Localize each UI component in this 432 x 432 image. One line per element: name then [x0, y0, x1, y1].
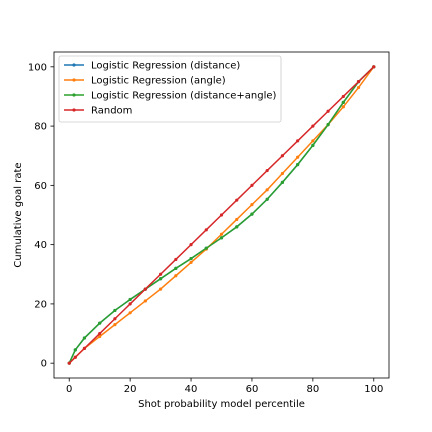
legend-label: Logistic Regression (distance+angle): [91, 91, 276, 102]
legend-marker: [72, 63, 76, 67]
data-point: [82, 346, 87, 350]
x-tick-label: 60: [246, 384, 259, 395]
data-point: [158, 287, 163, 291]
data-point: [296, 139, 300, 143]
legend-item: Random: [64, 106, 132, 117]
data-point: [67, 361, 71, 365]
y-tick-label: 0: [41, 359, 47, 370]
data-point: [189, 260, 193, 265]
data-point: [189, 243, 193, 247]
legend-item: Logistic Regression (distance+angle): [64, 91, 276, 102]
data-point: [250, 183, 254, 187]
data-point: [341, 105, 345, 109]
y-tick-label: 20: [34, 299, 47, 310]
legend-item: Logistic Regression (angle): [64, 76, 226, 87]
plot-area: [67, 65, 376, 365]
data-point: [128, 302, 132, 306]
data-point: [341, 94, 345, 99]
series-line: [68, 66, 375, 364]
data-point: [280, 171, 285, 176]
data-point: [311, 124, 315, 128]
y-tick-label: 100: [28, 62, 47, 73]
data-point: [265, 168, 269, 173]
legend-marker: [72, 93, 76, 97]
data-point: [341, 100, 345, 104]
data-point: [98, 331, 102, 336]
data-point: [98, 321, 102, 325]
series-3: [67, 65, 376, 365]
data-point: [372, 65, 376, 69]
data-point: [219, 236, 224, 240]
series-line: [68, 66, 375, 364]
series-2: [67, 65, 376, 365]
x-tick-label: 0: [66, 384, 72, 395]
legend: Logistic Regression (distance) Logistic R…: [58, 55, 282, 123]
data-point: [326, 123, 330, 127]
x-tick-label: 80: [306, 384, 319, 395]
data-point: [73, 348, 77, 352]
data-point: [158, 277, 163, 281]
series-line: [68, 66, 375, 364]
data-point: [174, 266, 178, 270]
data-point: [311, 139, 315, 143]
legend-marker: [72, 78, 76, 82]
legend-label: Random: [91, 106, 132, 117]
data-point: [265, 188, 269, 192]
data-point: [296, 163, 300, 167]
data-point: [158, 272, 163, 276]
data-point: [113, 323, 117, 327]
data-point: [98, 334, 102, 339]
y-axis: 0 20 40 60 80 100: [28, 62, 54, 370]
legend-label: Logistic Regression (angle): [91, 76, 226, 87]
y-tick-label: 80: [34, 122, 47, 133]
y-axis-label: Cumulative goal rate: [13, 162, 24, 267]
data-point: [113, 308, 117, 313]
data-point: [356, 80, 361, 84]
x-tick-label: 40: [185, 384, 198, 395]
data-point: [311, 143, 315, 147]
data-point: [204, 228, 208, 232]
data-point: [280, 180, 285, 184]
data-point: [174, 274, 178, 278]
data-point: [143, 287, 147, 291]
data-point: [326, 109, 330, 113]
data-point: [235, 225, 239, 229]
axes-frame: [53, 51, 390, 379]
data-point: [280, 154, 285, 158]
data-point: [204, 246, 208, 250]
x-axis: 0 20 40 60 80 100: [66, 378, 383, 395]
data-point: [219, 213, 224, 217]
data-point: [250, 212, 254, 216]
data-point: [73, 355, 77, 359]
x-tick-label: 100: [364, 384, 383, 395]
legend-label: Logistic Regression (distance): [91, 61, 240, 72]
x-tick-label: 20: [124, 384, 137, 395]
data-point: [189, 256, 193, 261]
data-point: [143, 299, 147, 303]
legend-item: Logistic Regression (distance): [64, 61, 240, 72]
data-point: [235, 198, 239, 202]
data-point: [235, 217, 239, 222]
y-tick-label: 40: [34, 240, 47, 251]
data-point: [82, 336, 87, 340]
data-point: [250, 203, 254, 207]
legend-marker: [72, 108, 76, 112]
data-point: [174, 257, 178, 262]
x-axis-label: Shot probability model percentile: [138, 399, 305, 410]
data-point: [356, 85, 361, 90]
data-point: [219, 232, 224, 236]
data-point: [128, 311, 132, 315]
legend-box: [58, 55, 282, 123]
y-tick-label: 60: [34, 181, 47, 192]
data-point: [265, 197, 269, 201]
data-point: [113, 317, 117, 321]
data-point: [128, 297, 132, 302]
data-point: [296, 155, 300, 159]
